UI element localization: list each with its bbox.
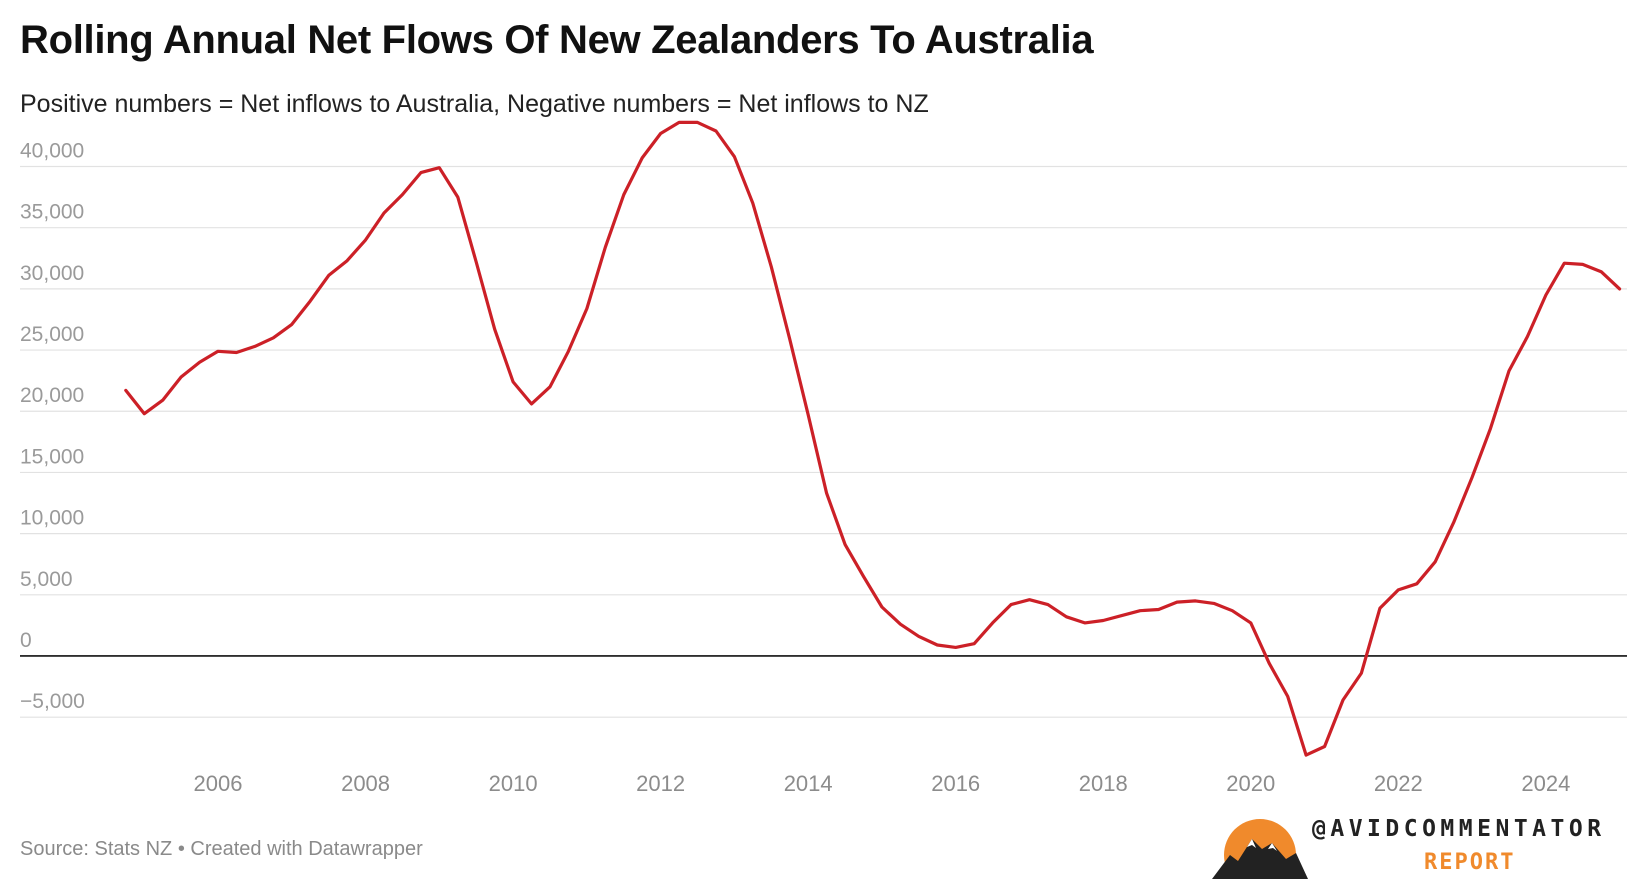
- chart-title: Rolling Annual Net Flows Of New Zealande…: [20, 18, 1094, 62]
- x-tick-label: 2014: [784, 771, 833, 796]
- x-tick-label: 2024: [1521, 771, 1570, 796]
- series-line: [124, 120, 1622, 757]
- brand-handle: @AVIDCOMMENTATOR: [1312, 816, 1606, 842]
- y-tick-label: 35,000: [20, 201, 84, 224]
- y-tick-label: 30,000: [20, 262, 84, 285]
- x-tick-label: 2020: [1226, 771, 1275, 796]
- brand-subtitle: REPORT: [1424, 850, 1516, 875]
- y-tick-label: 0: [20, 629, 32, 652]
- x-tick-label: 2010: [489, 771, 538, 796]
- x-tick-label: 2006: [194, 771, 243, 796]
- y-tick-label: −5,000: [20, 690, 85, 713]
- chart-subtitle: Positive numbers = Net inflows to Austra…: [20, 90, 929, 118]
- y-tick-label: 40,000: [20, 140, 84, 163]
- x-tick-label: 2022: [1374, 771, 1423, 796]
- x-tick-label: 2008: [341, 771, 390, 796]
- y-tick-label: 25,000: [20, 323, 84, 346]
- y-tick-label: 10,000: [20, 507, 84, 530]
- mountain-sun-icon: [1212, 819, 1308, 879]
- x-tick-label: 2012: [636, 771, 685, 796]
- x-tick-label: 2016: [931, 771, 980, 796]
- y-tick-label: 20,000: [20, 384, 84, 407]
- line-chart: −5,000 0 5,000 10,000 15,000 20,000 25,000 30,0…: [20, 120, 1627, 796]
- y-tick-label: 5,000: [20, 568, 73, 591]
- source-note: Source: Stats NZ • Created with Datawrap…: [20, 838, 423, 860]
- x-tick-label: 2018: [1079, 771, 1128, 796]
- y-tick-label: 15,000: [20, 445, 84, 468]
